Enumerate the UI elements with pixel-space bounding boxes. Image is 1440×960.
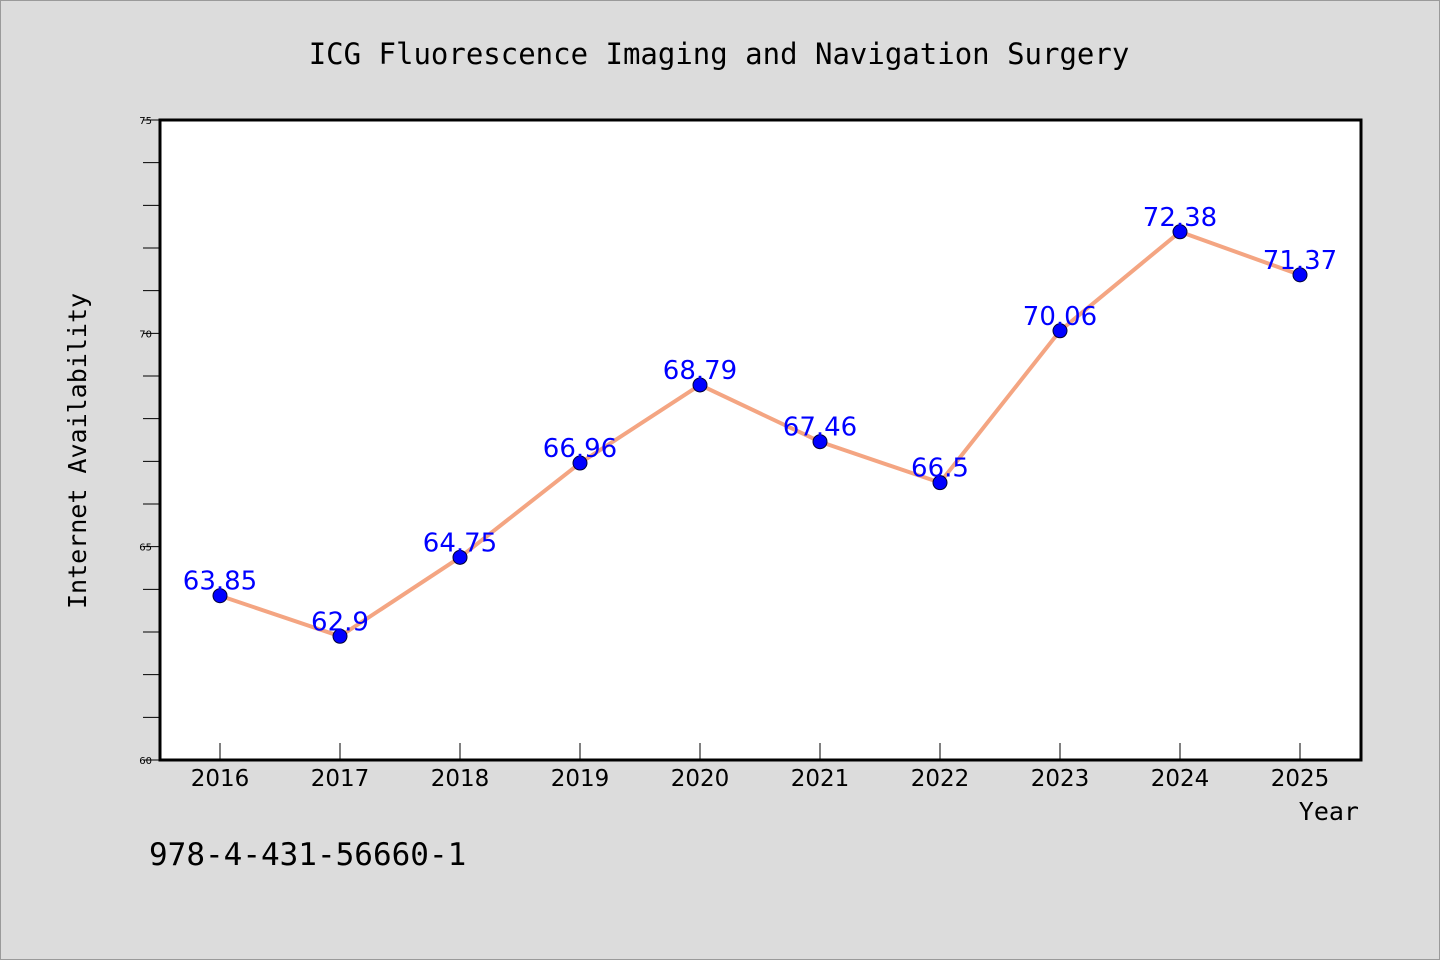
x-tick-label: 2019	[551, 766, 610, 792]
data-point	[812, 434, 828, 450]
data-point	[572, 455, 588, 471]
x-tick-label: 2025	[1271, 766, 1330, 792]
data-point	[692, 377, 708, 393]
data-point	[452, 549, 468, 565]
plot-area	[158, 118, 1363, 762]
data-label: 62.9	[311, 607, 369, 637]
data-point	[1172, 224, 1188, 240]
data-point	[212, 588, 228, 604]
series-layer: 63.85 62.9 64.75 66.96 68.79 67.46 66.5 70.06 72…	[183, 203, 1337, 644]
data-label: 67.46	[783, 413, 857, 443]
data-label: 71.37	[1263, 246, 1337, 276]
y-axis-title: Internet Availability	[63, 293, 92, 609]
data-label: 66.5	[911, 454, 969, 484]
data-point	[1292, 267, 1308, 283]
series-line	[219, 229, 1301, 639]
x-tick-label: 2024	[1151, 766, 1210, 792]
y-axis: 60 65 70 75	[139, 116, 160, 767]
x-tick-label: 2017	[311, 766, 370, 792]
x-tick-label: 2022	[911, 766, 970, 792]
y-tick-label: 70	[139, 329, 152, 340]
data-label: 72.38	[1143, 203, 1217, 233]
data-label: 70.06	[1023, 302, 1097, 332]
x-tick-label: 2018	[431, 766, 490, 792]
y-tick-label: 65	[139, 543, 152, 554]
data-label: 64.75	[423, 528, 497, 558]
x-tick-label: 2021	[791, 766, 850, 792]
x-tick-label: 2023	[1031, 766, 1090, 792]
footer-id-text: 978-4-431-56660-1	[149, 837, 466, 873]
data-label: 68.79	[663, 356, 737, 386]
data-point	[332, 628, 348, 644]
x-axis-title: Year	[1299, 797, 1359, 826]
data-point	[932, 475, 948, 491]
x-tick-label: 2020	[671, 766, 730, 792]
data-label: 63.85	[183, 567, 257, 597]
data-point	[1052, 323, 1068, 339]
chart-title: ICG Fluorescence Imaging and Navigation …	[309, 37, 1130, 71]
x-tick-label: 2016	[191, 766, 250, 792]
y-tick-label: 75	[139, 116, 152, 127]
x-axis: 2016 2017 2018 2019 2020 2021 2022 2023 2024 2025	[191, 743, 1330, 792]
y-tick-label: 60	[139, 756, 152, 767]
data-label: 66.96	[543, 434, 617, 464]
